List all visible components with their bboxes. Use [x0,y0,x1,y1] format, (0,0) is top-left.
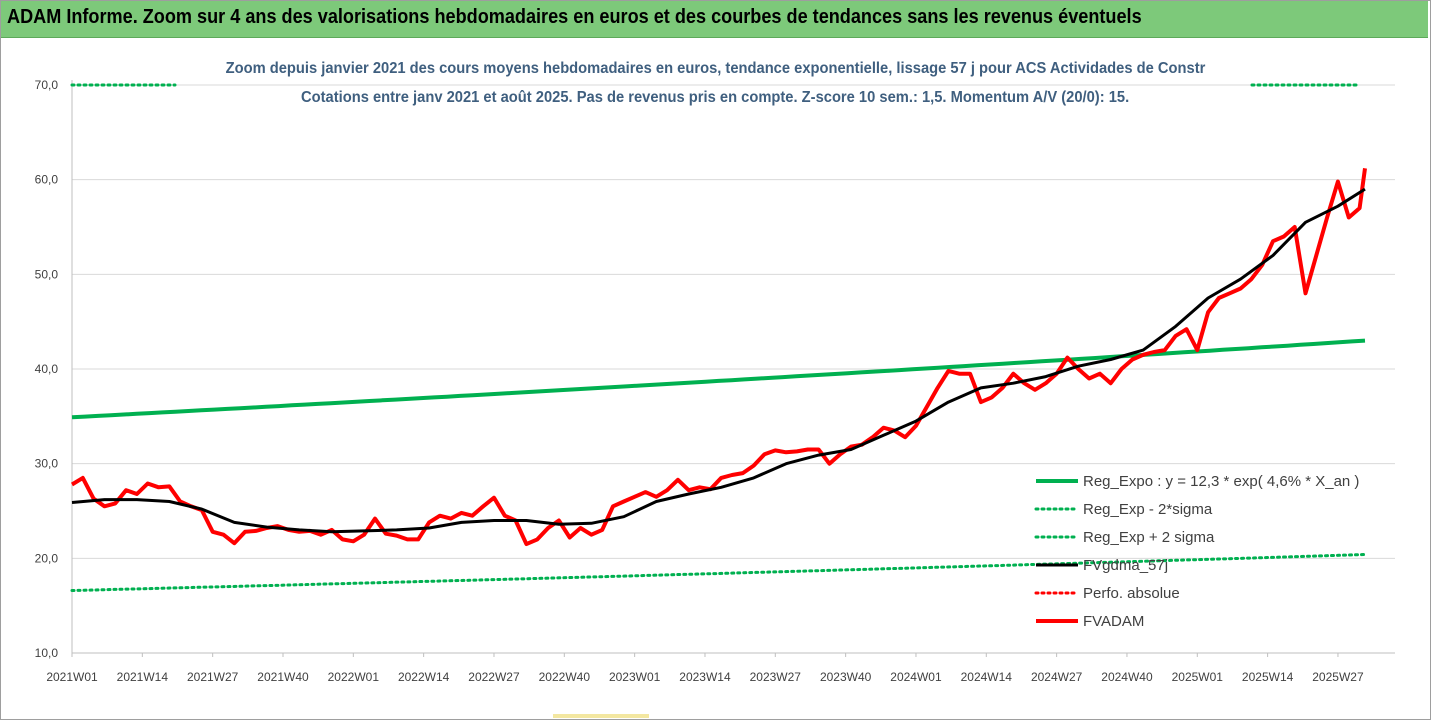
x-tick-label: 2021W14 [117,670,169,684]
x-tick-label: 2023W14 [679,670,731,684]
chart-title-line-2-text: Cotations entre janv 2021 et août 2025. … [301,89,1130,106]
y-tick-label: 60,0 [35,173,59,187]
y-tick-label: 20,0 [35,551,59,565]
x-tick-label: 2025W27 [1312,670,1364,684]
y-tick-label: 10,0 [35,646,59,660]
report-title: ADAM Informe. Zoom sur 4 ans des valoris… [7,6,1142,28]
legend-label: Reg_Exp + 2 sigma [1083,529,1215,546]
series-reg-exp-minus-2sigma [70,553,1367,592]
bottom-tab-marker [553,714,649,718]
legend-label: FVADAM [1083,613,1144,630]
chart-title-line-2: Cotations entre janv 2021 et août 2025. … [0,89,1431,107]
series-reg-expo [71,338,1366,420]
x-tick-label: 2021W27 [187,670,239,684]
legend-label: Reg_Expo : y = 12,3 * exp( 4,6% * X_an ) [1083,473,1359,490]
x-tick-label: 2022W01 [328,670,380,684]
x-tick-label: 2023W27 [750,670,802,684]
x-tick-label: 2021W01 [46,670,98,684]
x-tick-label: 2023W01 [609,670,661,684]
chart-title-line-1-text: Zoom depuis janvier 2021 des cours moyen… [225,60,1206,77]
x-tick-label: 2024W40 [1101,670,1153,684]
chart-title-line-1: Zoom depuis janvier 2021 des cours moyen… [0,60,1431,78]
x-tick-label: 2025W01 [1172,670,1224,684]
legend-label: Perfo. absolue [1083,585,1180,602]
x-tick-label: 2021W40 [257,670,309,684]
y-tick-label: 40,0 [35,362,59,376]
x-tick-label: 2024W14 [961,670,1013,684]
legend-label: FVgdma_57j [1083,557,1168,574]
header-banner: ADAM Informe. Zoom sur 4 ans des valoris… [1,1,1428,38]
series-fvgdma-57j [71,187,1366,534]
x-tick-label: 2023W40 [820,670,872,684]
x-tick-label: 2022W40 [539,670,591,684]
legend-label: Reg_Exp - 2*sigma [1083,501,1213,518]
y-tick-label: 50,0 [35,267,59,281]
x-tick-label: 2022W27 [468,670,520,684]
x-tick-label: 2022W14 [398,670,450,684]
y-tick-label: 70,0 [35,78,59,92]
x-tick-label: 2024W01 [890,670,942,684]
y-tick-label: 30,0 [35,457,59,471]
x-tick-label: 2025W14 [1242,670,1294,684]
x-tick-label: 2024W27 [1031,670,1083,684]
